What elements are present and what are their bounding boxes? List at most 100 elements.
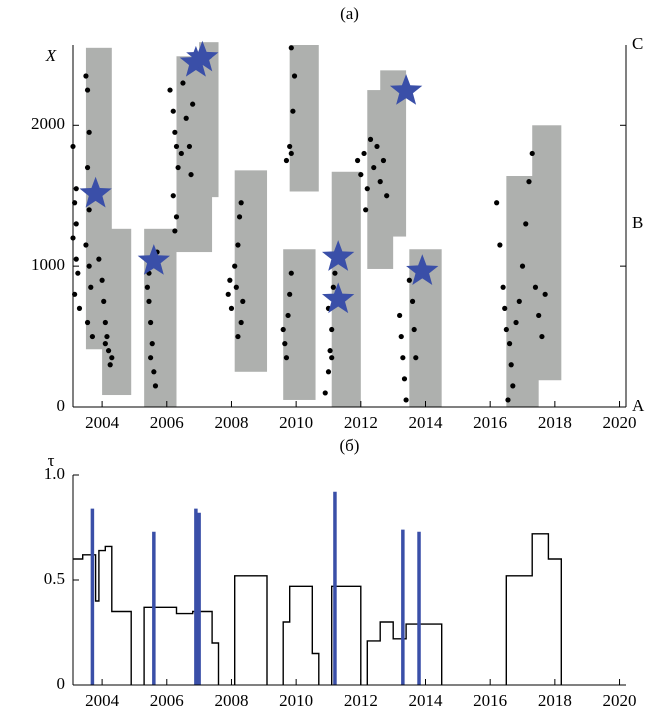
point [151,369,157,375]
point [380,157,387,164]
point [188,171,194,178]
point [238,319,244,326]
point [400,355,406,361]
x-tick-label: 2008 [214,691,248,710]
y-axis-label: X [45,46,57,65]
point [513,319,519,326]
point [291,73,298,79]
point [283,355,290,361]
point [99,277,105,283]
point [173,214,180,220]
y-tick-label: 1000 [31,255,65,274]
point [497,242,503,248]
x-tick-label: 2020 [603,691,637,710]
point [282,341,288,347]
point [542,291,548,297]
star [137,244,170,275]
point [374,143,380,150]
range-box [199,42,219,198]
point [510,383,516,389]
range-box [289,45,319,192]
x-tick-label: 2016 [473,691,507,710]
point [180,80,186,86]
point [172,228,178,234]
range-box [234,170,268,372]
point [288,45,294,51]
star [186,40,219,72]
point [167,87,173,93]
y-tick-label: 1.0 [44,464,65,483]
point [178,150,184,157]
point [235,333,241,340]
point [283,157,290,164]
point [109,355,115,361]
x-tick-label: 2004 [85,691,120,710]
y2-tick-label: B [632,213,643,232]
x-tick-label: 2006 [150,413,184,432]
point [280,326,286,333]
x-tick-label: 2016 [473,413,507,432]
point [287,291,293,297]
star [322,240,355,271]
point [523,221,529,227]
x-tick-label: 2010 [279,691,313,710]
point [235,242,241,248]
point [325,369,332,375]
point [228,305,235,312]
point [358,171,364,178]
point [384,193,390,199]
point [508,362,514,368]
point [288,150,294,157]
x-tick-label: 2020 [603,413,637,432]
point [86,129,92,135]
x-tick-label: 2014 [408,413,443,432]
point [76,305,83,312]
point [101,298,107,304]
point [327,348,333,354]
point [148,319,154,326]
point [233,284,239,290]
x-tick-label: 2012 [344,691,378,710]
point [225,291,231,297]
point [84,164,91,171]
star [406,254,439,285]
point [330,284,336,290]
chart-title: (а) [340,4,359,23]
star [79,176,112,208]
point [377,179,383,185]
point [500,284,506,290]
point [84,319,91,326]
point [503,326,509,333]
range-box [283,249,316,400]
point [290,108,296,114]
point [86,263,92,269]
x-tick-label: 2008 [214,413,248,432]
point [401,376,408,382]
point [170,193,176,199]
point [329,355,335,361]
y-tick-label: 0 [57,396,66,415]
x-tick-label: 2014 [408,691,443,710]
star [322,282,355,314]
point [152,383,159,389]
point [371,164,377,171]
point [183,115,189,121]
point [519,263,526,269]
x-tick-label: 2018 [538,691,572,710]
point [102,319,108,326]
x-tick-label: 2010 [279,413,313,432]
star [389,74,423,105]
point [502,305,508,312]
point [227,277,233,283]
point [186,143,193,150]
step-line [73,533,562,685]
point [526,179,532,185]
point [240,298,246,304]
y-tick-label: 0 [57,674,66,693]
point [96,256,102,262]
point [406,277,412,283]
x-tick-label: 2006 [150,691,184,710]
y-axis-label: τ [48,451,55,470]
point [173,143,180,150]
point [102,341,108,347]
